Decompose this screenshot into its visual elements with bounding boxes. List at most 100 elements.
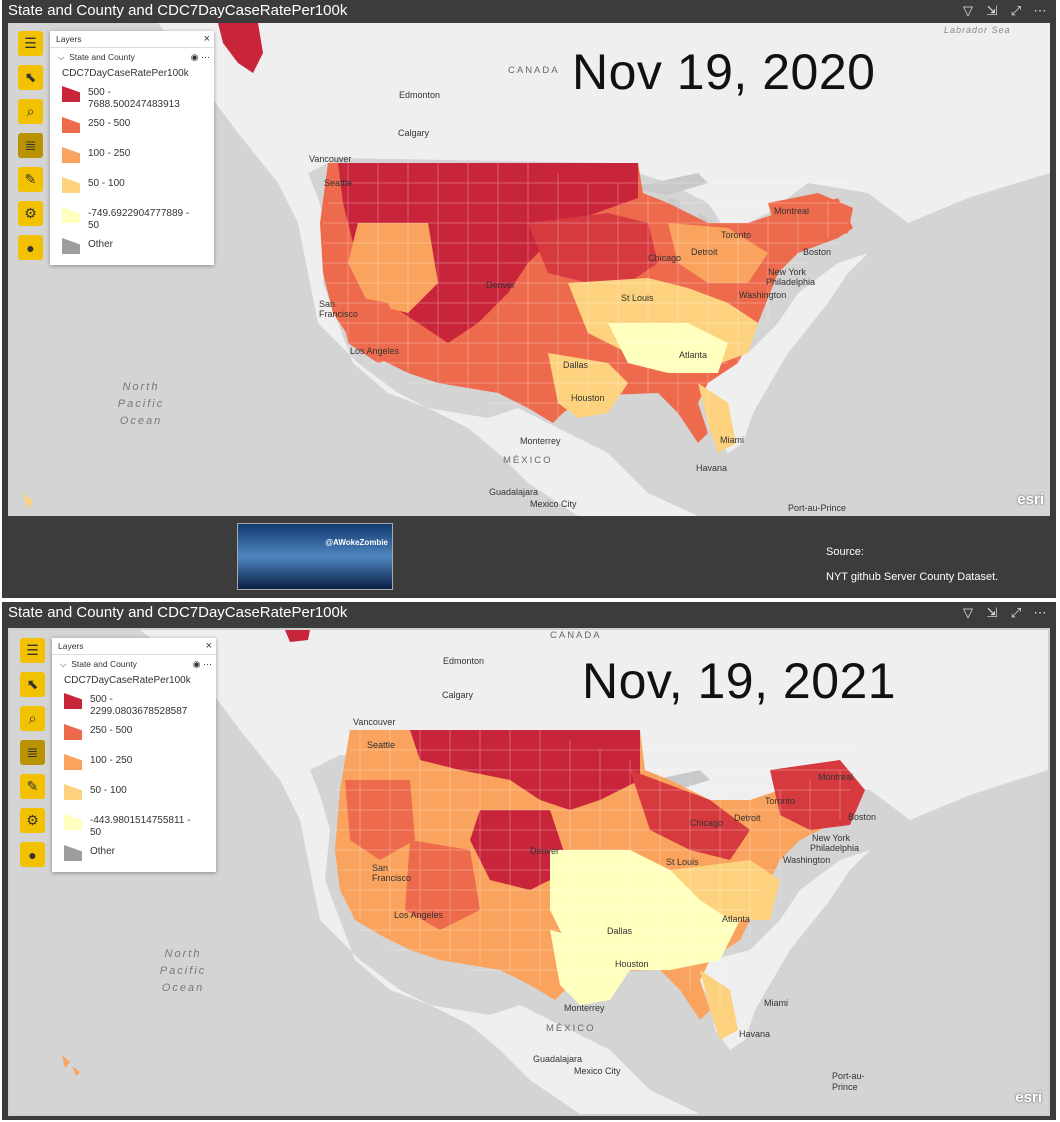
focus-mode-icon[interactable]: ⤢ bbox=[1010, 3, 1022, 18]
map-visual-2021: State and County and CDC7DayCaseRatePer1… bbox=[2, 602, 1056, 1120]
legend-label: -749.6922904777889 - 50 bbox=[88, 208, 190, 231]
basemap bbox=[10, 630, 1048, 1114]
basemap bbox=[8, 23, 1050, 516]
label-edmonton: Edmonton bbox=[443, 656, 485, 666]
legend-label: 100 - 250 bbox=[88, 148, 131, 159]
map-canvas-2020[interactable]: CANADA Labrador Sea North Pacific Ocean … bbox=[8, 23, 1050, 516]
label-toronto: Toronto bbox=[765, 796, 796, 806]
label-houston: Houston bbox=[571, 393, 605, 403]
label-washington: Washington bbox=[739, 290, 787, 300]
label-new-york: New York bbox=[768, 267, 807, 277]
badge-text: @AWokeZombie bbox=[325, 538, 388, 547]
label-mexico: MÉXICO bbox=[546, 1023, 596, 1034]
chevron-down-icon[interactable]: ⌵ bbox=[60, 659, 67, 669]
close-icon[interactable]: × bbox=[203, 33, 210, 45]
eye-icon[interactable]: ◉ ⋯ bbox=[192, 659, 212, 669]
legend-item: -443.9801514755811 - 50 bbox=[52, 811, 216, 842]
legend-item: 100 - 250 bbox=[52, 751, 216, 781]
label-guadalajara: Guadalajara bbox=[533, 1054, 583, 1064]
label-chicago: Chicago bbox=[648, 253, 682, 263]
legend-label: Other bbox=[90, 846, 116, 857]
label-new-york: New York bbox=[812, 833, 851, 843]
layers-list-icon[interactable]: ≣ bbox=[18, 133, 43, 158]
eye-icon[interactable]: ◉ ⋯ bbox=[190, 52, 210, 62]
legend-item: 250 - 500 bbox=[52, 721, 216, 751]
map-canvas-2021[interactable]: CANADA North Pacific Ocean MÉXICO Edmont… bbox=[8, 628, 1050, 1116]
menu-icon[interactable]: ☰ bbox=[18, 31, 43, 56]
filter-icon[interactable]: ▽ bbox=[963, 3, 973, 18]
select-icon[interactable]: ⬉ bbox=[18, 65, 43, 90]
legend-item: 500 - 7688.500247483913 bbox=[50, 83, 214, 114]
layers-list-icon[interactable]: ≣ bbox=[20, 740, 45, 765]
wrench-icon[interactable]: ✎ bbox=[18, 167, 43, 192]
label-labrador-sea: Labrador Sea bbox=[944, 25, 1011, 35]
label-san-francisco: San Francisco bbox=[372, 863, 412, 883]
label-havana: Havana bbox=[696, 463, 728, 473]
label-montreal: Montreal bbox=[774, 206, 810, 216]
legend-field: CDC7DayCaseRatePer100k bbox=[64, 675, 191, 686]
legend-label: 500 - 2299.0803678528587 bbox=[90, 694, 188, 717]
source-text: NYT github Server County Dataset. bbox=[826, 571, 999, 583]
chevron-down-icon[interactable]: ⌵ bbox=[58, 52, 65, 62]
legend-swatch bbox=[62, 207, 80, 223]
legend-label: Other bbox=[88, 239, 114, 250]
layer-name: State and County bbox=[71, 659, 137, 669]
layer-row[interactable]: ⌵ State and County ◉ ⋯ bbox=[50, 48, 214, 66]
label-los-angeles: Los Angeles bbox=[394, 910, 444, 920]
visual-title: State and County and CDC7DayCaseRatePer1… bbox=[8, 604, 348, 621]
user-icon[interactable]: ● bbox=[18, 235, 43, 260]
legend-swatch bbox=[62, 238, 80, 254]
label-st-louis: St Louis bbox=[666, 857, 699, 867]
map-visual-2020: State and County and CDC7DayCaseRatePer1… bbox=[2, 0, 1056, 598]
label-dallas: Dallas bbox=[563, 360, 589, 370]
layers-title: Layers bbox=[56, 34, 82, 44]
legend-swatch bbox=[62, 117, 80, 133]
more-options-icon[interactable]: ⋯ bbox=[1033, 3, 1047, 18]
map-toolbar: ☰ ⬉ ⌕ ≣ ✎ ⚙ ● bbox=[20, 638, 45, 867]
legend-item: 100 - 250 bbox=[50, 144, 214, 174]
legend-swatch bbox=[64, 724, 82, 740]
label-mexico-city: Mexico City bbox=[574, 1066, 621, 1076]
label-port-au-prince: Port-au-Prince bbox=[832, 1071, 865, 1092]
label-denver: Denver bbox=[530, 846, 560, 856]
legend-swatch bbox=[62, 147, 80, 163]
label-vancouver: Vancouver bbox=[353, 717, 396, 727]
drill-icon[interactable]: ⇲ bbox=[986, 605, 998, 620]
label-boston: Boston bbox=[848, 812, 877, 822]
filter-icon[interactable]: ▽ bbox=[963, 605, 973, 620]
label-detroit: Detroit bbox=[691, 247, 718, 257]
label-seattle: Seattle bbox=[324, 178, 353, 188]
legend-item: 250 - 500 bbox=[50, 114, 214, 144]
close-icon[interactable]: × bbox=[205, 640, 212, 652]
select-icon[interactable]: ⬉ bbox=[20, 672, 45, 697]
label-miami: Miami bbox=[720, 435, 744, 445]
legend-label: 50 - 100 bbox=[90, 785, 127, 796]
label-st-louis: St Louis bbox=[621, 293, 654, 303]
legend-swatch bbox=[64, 814, 82, 830]
settings-icon[interactable]: ⚙ bbox=[20, 808, 45, 833]
menu-icon[interactable]: ☰ bbox=[20, 638, 45, 663]
user-icon[interactable]: ● bbox=[20, 842, 45, 867]
settings-icon[interactable]: ⚙ bbox=[18, 201, 43, 226]
layers-panel: Layers × ⌵ State and County ◉ ⋯ CDC7DayCas… bbox=[52, 638, 216, 872]
search-icon[interactable]: ⌕ bbox=[20, 706, 45, 731]
label-calgary: Calgary bbox=[442, 690, 474, 700]
label-port-au-prince: Port-au-Prince bbox=[788, 503, 847, 513]
label-dallas: Dallas bbox=[607, 926, 633, 936]
focus-mode-icon[interactable]: ⤢ bbox=[1010, 605, 1022, 620]
legend-swatch bbox=[64, 693, 82, 709]
label-edmonton: Edmonton bbox=[399, 90, 441, 100]
wrench-icon[interactable]: ✎ bbox=[20, 774, 45, 799]
layers-panel: Layers × ⌵ State and County ◉ ⋯ CDC7DayCas… bbox=[50, 31, 214, 265]
label-denver: Denver bbox=[486, 280, 516, 290]
source-label: Source: bbox=[826, 546, 864, 558]
drill-icon[interactable]: ⇲ bbox=[986, 3, 998, 18]
legend-label: 500 - 7688.500247483913 bbox=[88, 87, 180, 110]
layer-row[interactable]: ⌵ State and County ◉ ⋯ bbox=[52, 655, 216, 673]
more-options-icon[interactable]: ⋯ bbox=[1033, 605, 1047, 620]
search-icon[interactable]: ⌕ bbox=[18, 99, 43, 124]
label-monterrey: Monterrey bbox=[520, 436, 561, 446]
legend-item: Other bbox=[50, 235, 214, 265]
label-seattle: Seattle bbox=[367, 740, 396, 750]
label-guadalajara: Guadalajara bbox=[489, 487, 539, 497]
